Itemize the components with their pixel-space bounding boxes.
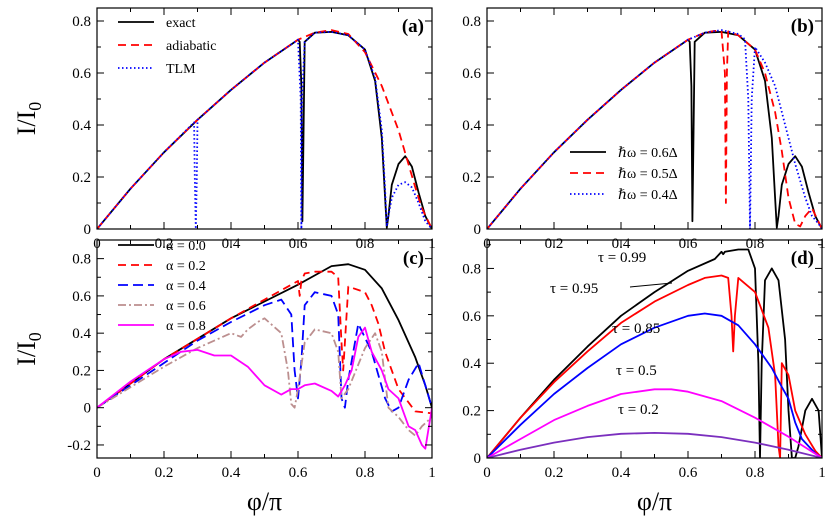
series-line-c-3 bbox=[97, 317, 432, 437]
series-line-d-4 bbox=[487, 431, 822, 458]
legend-entry: α = 0.2 bbox=[166, 259, 206, 274]
x-tick-label: 0.8 bbox=[746, 465, 765, 481]
legend-entry: ℏω = 0.5Δ bbox=[618, 167, 678, 182]
legend-entry: ℏω = 0.6Δ bbox=[618, 146, 678, 161]
y-axis-label-sub: 0 bbox=[25, 332, 45, 341]
y-tick-label: 0.8 bbox=[462, 14, 481, 30]
plot-frame bbox=[96, 239, 433, 459]
x-tick-label: 1 bbox=[428, 465, 436, 481]
series-line-d-3 bbox=[487, 388, 822, 458]
x-axis-label: φ/π bbox=[637, 487, 672, 516]
legend: ℏω = 0.6Δ ℏω = 0.5Δ ℏω = 0.4Δ bbox=[570, 146, 678, 203]
y-tick-label: 0.4 bbox=[72, 118, 91, 134]
series-line-a-0 bbox=[97, 30, 432, 229]
panel-c: 0 0.2 0.4 0.6 0.8 1-0.200.20.40.60.8 (c)I/I0φ/… bbox=[12, 239, 436, 516]
series-line-c-4 bbox=[97, 326, 432, 450]
y-tick-label: 0.4 bbox=[72, 326, 91, 342]
x-axis-label: φ/π bbox=[247, 487, 282, 516]
x-tick-label: 0.4 bbox=[222, 465, 241, 481]
y-tick-label: -0.2 bbox=[67, 438, 91, 454]
legend: exact adiabatic TLM bbox=[118, 16, 217, 77]
y-tick-label: 0.8 bbox=[72, 252, 91, 268]
y-tick-label: 0.6 bbox=[462, 309, 481, 325]
y-tick-label: 0 bbox=[474, 222, 482, 238]
curve-annotation: τ = 0.99 bbox=[598, 250, 646, 266]
x-tick-label: 0.2 bbox=[545, 465, 564, 481]
panel-a: 00.20.40.60.8100.20.40.60.8(a)I/I0exacta… bbox=[12, 7, 436, 252]
series-line-c-0 bbox=[97, 263, 432, 409]
y-tick-label: 0.2 bbox=[72, 170, 91, 186]
series-line-a-1 bbox=[97, 29, 432, 229]
y-tick-label: 0.6 bbox=[462, 66, 481, 82]
panel-d: 0 0.2 0.4 0.6 0.8 1 0 0.2 0.4 0.6 0.8 (d) φ/π τ = 0.9… bbox=[462, 239, 826, 516]
y-tick-label: 0.4 bbox=[462, 118, 481, 134]
legend-entry: α = 0.0 bbox=[166, 239, 206, 254]
series-line-c-1 bbox=[97, 270, 432, 415]
legend-entry: TLM bbox=[166, 62, 196, 77]
y-axis-label: I/I0 bbox=[12, 332, 45, 366]
legend-entry: α = 0.8 bbox=[166, 319, 206, 334]
curve-annotation: τ = 0.95 bbox=[550, 281, 598, 297]
series-line-d-0 bbox=[487, 248, 822, 458]
curve-annotation: τ = 0.85 bbox=[612, 321, 660, 337]
panel-label: (b) bbox=[791, 16, 814, 37]
y-tick-label: 0.4 bbox=[462, 356, 481, 372]
x-tick-label: 0.6 bbox=[679, 465, 698, 481]
series-group bbox=[97, 29, 432, 229]
y-tick-label: 0.2 bbox=[462, 170, 481, 186]
x-tick-label: 0.2 bbox=[155, 465, 174, 481]
y-axis-label: I/I0 bbox=[12, 102, 45, 136]
x-tick-label: 0.8 bbox=[356, 465, 375, 481]
x-tick-label: 0 bbox=[483, 465, 491, 481]
legend-entry: α = 0.4 bbox=[166, 279, 206, 294]
curve-annotation: τ = 0.5 bbox=[616, 363, 657, 379]
panel-label: (d) bbox=[791, 248, 814, 269]
legend-entry: ℏω = 0.4Δ bbox=[618, 188, 678, 203]
x-tick-label: 0 bbox=[93, 465, 101, 481]
y-tick-label: 0.6 bbox=[72, 66, 91, 82]
series-line-d-1 bbox=[487, 274, 822, 458]
y-tick-label: 0.2 bbox=[462, 404, 481, 420]
series-line-c-2 bbox=[97, 291, 432, 413]
y-tick-label: 0.6 bbox=[72, 289, 91, 305]
x-tick-label: 0.4 bbox=[612, 465, 631, 481]
legend-entry: exact bbox=[166, 16, 196, 31]
y-tick-label: 0 bbox=[84, 401, 92, 417]
legend-entry: adiabatic bbox=[166, 39, 217, 54]
series-group bbox=[97, 263, 432, 450]
series-line-d-2 bbox=[487, 312, 822, 458]
y-tick-label: 0.8 bbox=[72, 14, 91, 30]
curve-annotation: τ = 0.2 bbox=[618, 402, 659, 418]
x-tick-label: 1 bbox=[818, 465, 826, 481]
y-axis-label-sub: 0 bbox=[25, 102, 45, 111]
x-tick-label: 0.6 bbox=[289, 465, 308, 481]
y-tick-label: 0 bbox=[474, 451, 482, 467]
y-tick-label: 0.8 bbox=[462, 261, 481, 277]
y-tick-label: 0 bbox=[84, 222, 92, 238]
series-line-b-1 bbox=[487, 29, 822, 229]
y-tick-label: 0.2 bbox=[72, 363, 91, 379]
panel-label: (a) bbox=[402, 16, 424, 37]
annotation-pointer bbox=[629, 282, 673, 288]
series-group bbox=[487, 29, 822, 229]
series-group bbox=[487, 248, 822, 458]
plot-frame bbox=[96, 7, 433, 230]
legend: α = 0.0 α = 0.2 α = 0.4 α = 0.6 α = 0.8 bbox=[118, 239, 206, 334]
legend-entry: α = 0.6 bbox=[166, 299, 206, 314]
panel-label: (c) bbox=[403, 248, 424, 269]
